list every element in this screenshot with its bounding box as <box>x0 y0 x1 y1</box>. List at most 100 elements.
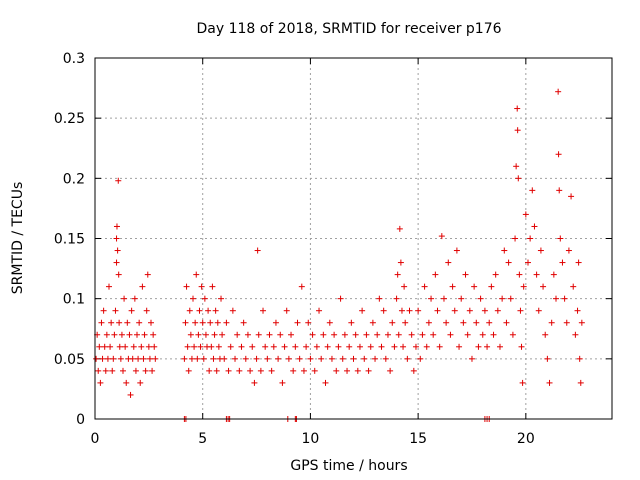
data-point <box>115 271 122 278</box>
data-point <box>453 247 460 254</box>
data-point <box>514 127 521 134</box>
data-point <box>384 331 391 338</box>
data-point <box>341 331 348 338</box>
data-point <box>531 223 538 230</box>
data-point <box>95 367 102 374</box>
data-point <box>492 271 499 278</box>
data-point <box>221 355 228 362</box>
data-point <box>438 233 445 240</box>
data-point <box>473 319 480 326</box>
data-point <box>97 379 104 386</box>
data-point <box>213 367 220 374</box>
data-point <box>563 319 570 326</box>
data-point <box>139 283 146 290</box>
data-point <box>335 343 342 350</box>
data-point <box>234 331 241 338</box>
data-point <box>447 331 454 338</box>
data-point <box>257 367 264 374</box>
data-point <box>430 331 437 338</box>
data-point <box>121 295 128 302</box>
data-point <box>186 307 193 314</box>
data-point <box>400 343 407 350</box>
data-point <box>509 331 516 338</box>
data-point <box>215 343 222 350</box>
data-point <box>129 355 136 362</box>
data-point <box>242 355 249 362</box>
data-point <box>395 331 402 338</box>
data-point <box>277 331 284 338</box>
data-point <box>115 177 122 184</box>
data-point <box>423 343 430 350</box>
x-tick-label: 15 <box>409 431 427 447</box>
data-point <box>96 343 103 350</box>
data-point <box>120 367 127 374</box>
data-point <box>303 343 310 350</box>
data-point <box>568 193 575 200</box>
data-point <box>151 343 158 350</box>
data-point <box>359 307 366 314</box>
data-point <box>324 343 331 350</box>
data-point <box>123 379 130 386</box>
data-point <box>270 343 277 350</box>
data-point <box>346 343 353 350</box>
data-point <box>199 319 206 326</box>
data-point <box>527 235 534 242</box>
data-point <box>484 343 491 350</box>
data-point <box>112 307 119 314</box>
data-point <box>298 283 305 290</box>
data-point <box>396 225 403 232</box>
data-point <box>421 283 428 290</box>
data-point <box>114 247 121 254</box>
data-point <box>471 283 478 290</box>
data-point <box>443 319 450 326</box>
data-point <box>556 187 563 194</box>
x-tick-label: 20 <box>517 431 535 447</box>
data-point <box>98 319 105 326</box>
data-point <box>188 355 195 362</box>
data-point <box>499 295 506 302</box>
data-point <box>192 319 199 326</box>
data-point <box>401 283 408 290</box>
data-point <box>456 343 463 350</box>
data-point <box>436 343 443 350</box>
data-point <box>561 295 568 302</box>
data-point <box>490 331 497 338</box>
data-point <box>494 307 501 314</box>
data-point <box>102 367 109 374</box>
data-point <box>285 355 292 362</box>
data-point <box>113 223 120 230</box>
data-point <box>458 295 465 302</box>
data-point <box>466 307 473 314</box>
data-point <box>103 331 110 338</box>
data-point <box>537 247 544 254</box>
data-point <box>184 343 191 350</box>
data-point <box>481 307 488 314</box>
data-point <box>201 295 208 302</box>
data-point <box>507 295 514 302</box>
x-tick-label: 0 <box>91 431 100 447</box>
data-point <box>227 343 234 350</box>
data-point <box>542 331 549 338</box>
data-point <box>339 355 346 362</box>
data-point <box>369 319 376 326</box>
y-tick-label: 0.3 <box>63 51 85 67</box>
data-point <box>207 319 214 326</box>
data-point <box>117 355 124 362</box>
y-tick-label: 0.2 <box>63 171 85 187</box>
data-point <box>118 331 125 338</box>
data-point <box>432 271 439 278</box>
data-point <box>236 367 243 374</box>
data-point <box>559 259 566 266</box>
data-point <box>477 295 484 302</box>
data-point <box>253 355 260 362</box>
data-point <box>101 343 108 350</box>
data-point <box>398 307 405 314</box>
data-point <box>104 355 111 362</box>
data-point <box>254 247 261 254</box>
data-point <box>183 283 190 290</box>
data-point <box>402 319 409 326</box>
data-point <box>505 259 512 266</box>
data-point <box>106 283 113 290</box>
data-point <box>275 355 282 362</box>
